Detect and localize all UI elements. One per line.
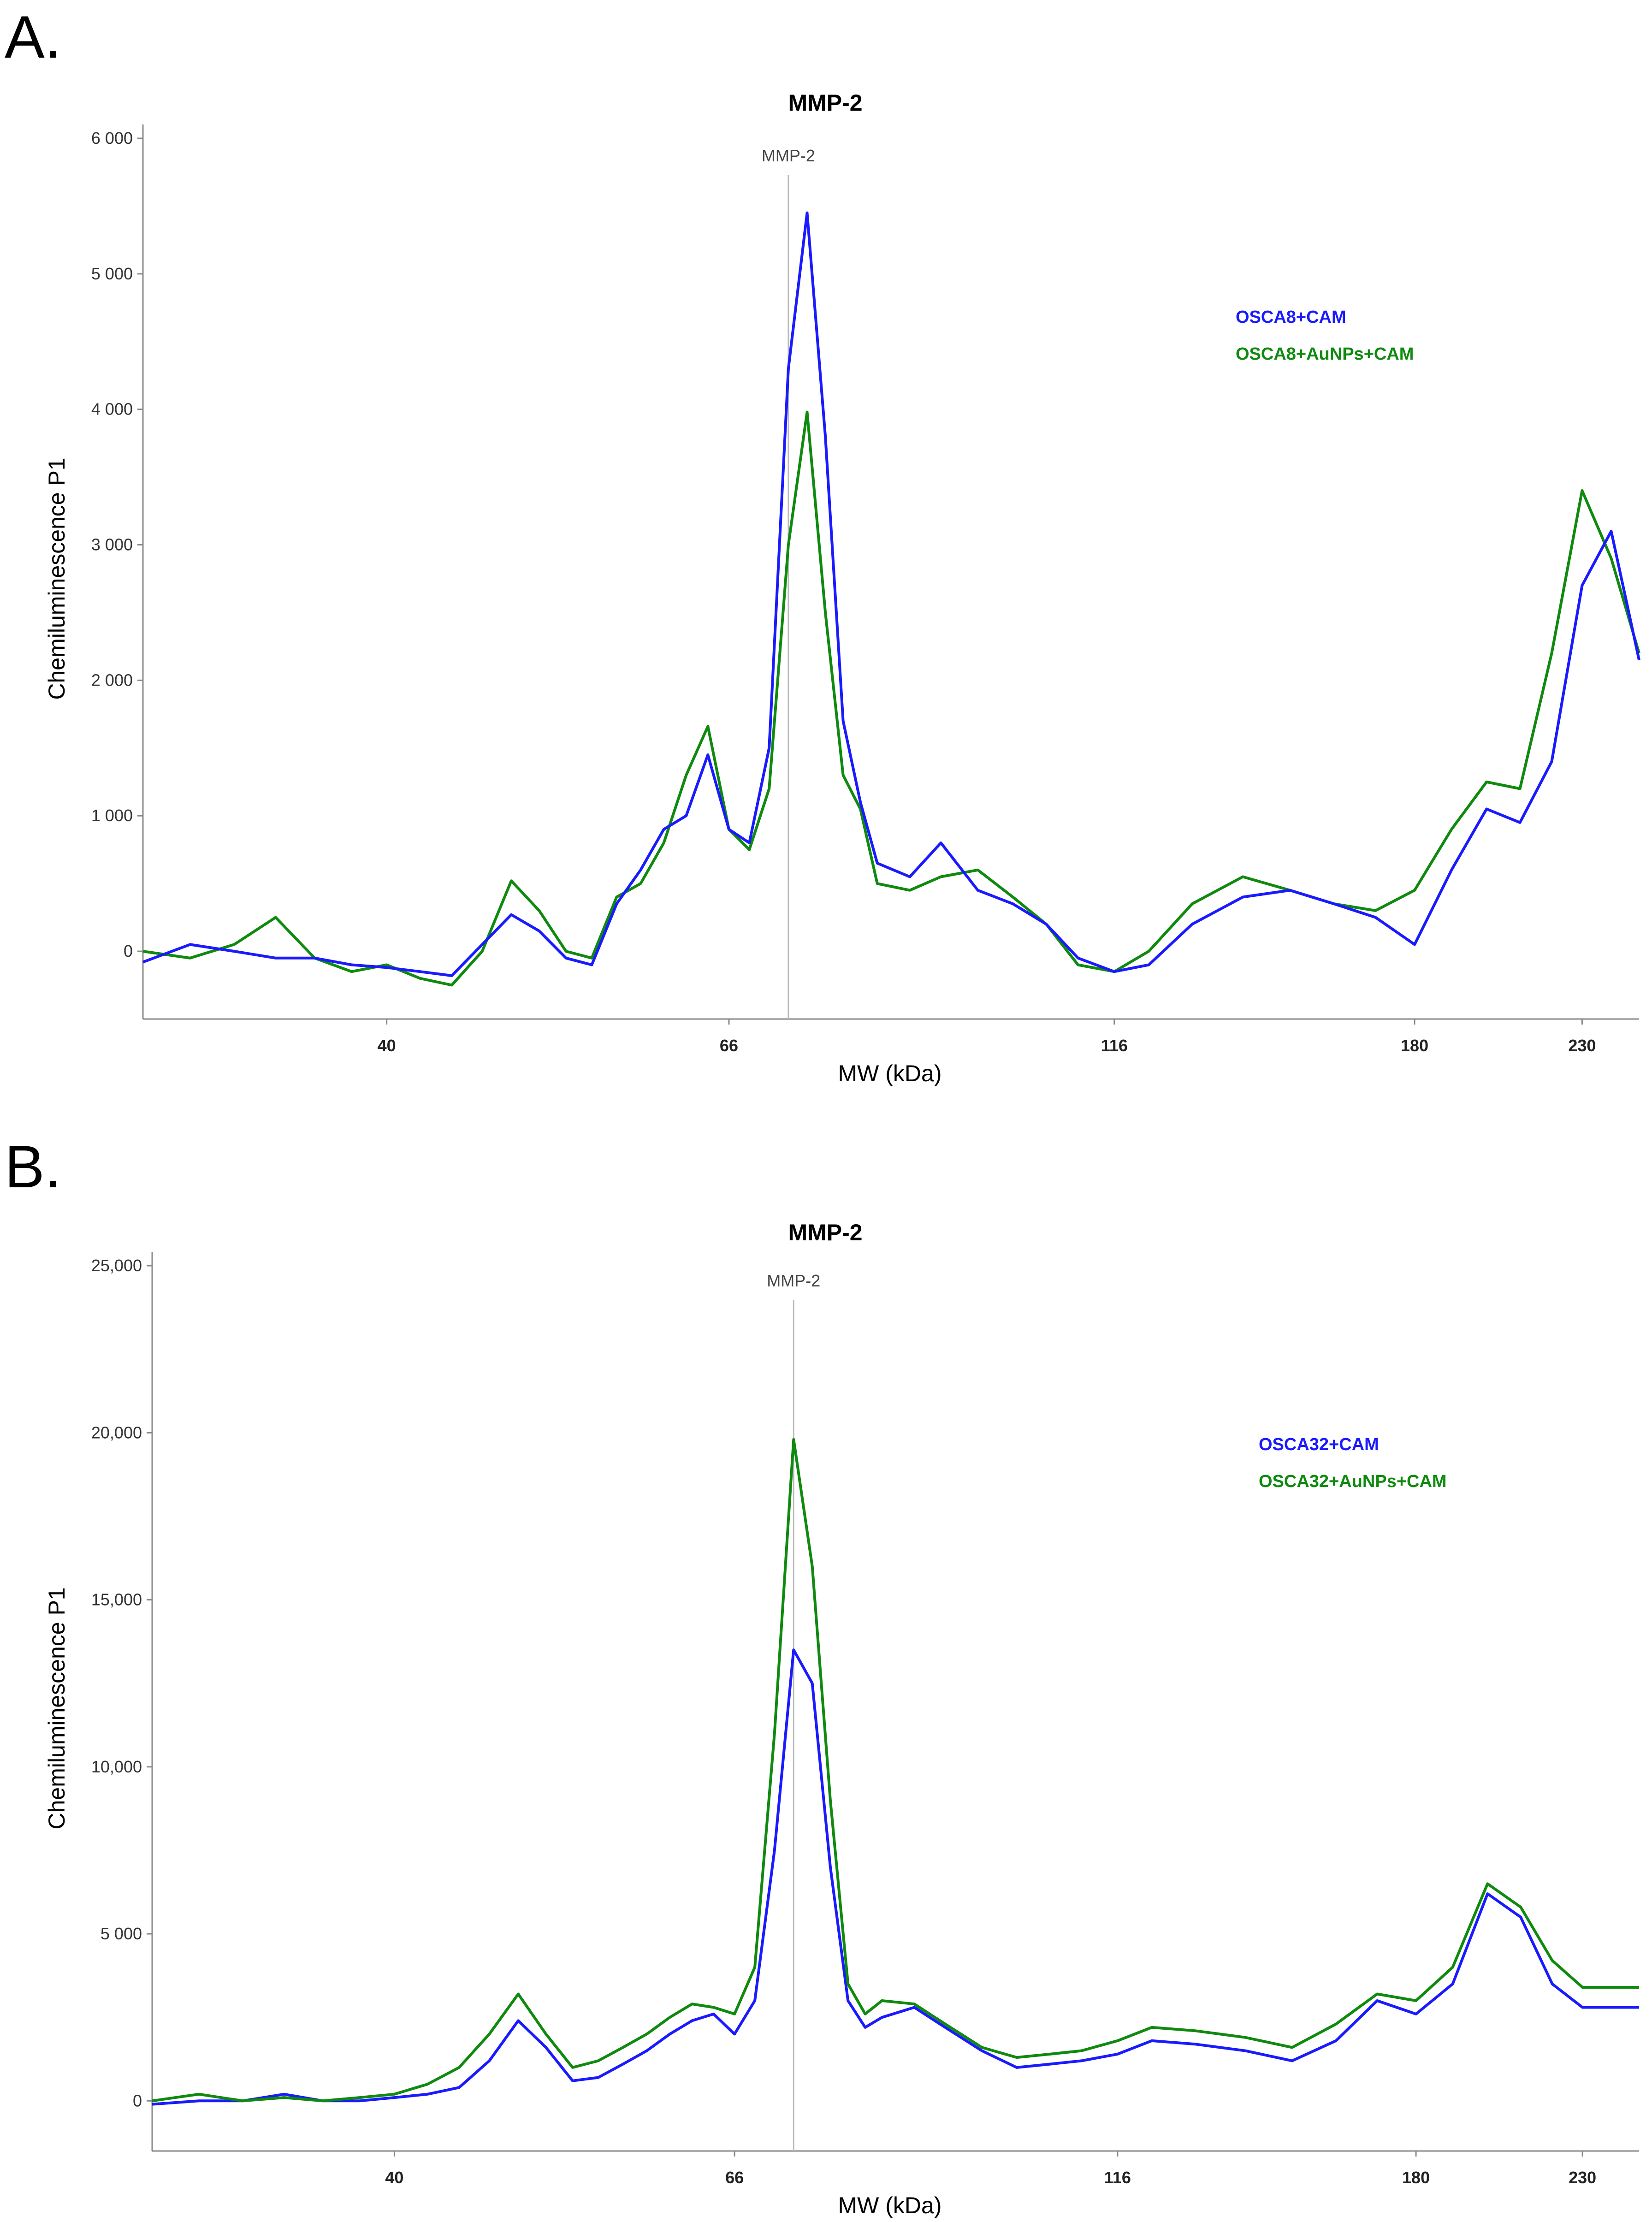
x-tick-label: 40 xyxy=(378,1036,396,1055)
x-axis-title: MW (kDa) xyxy=(838,1061,942,1086)
series-line-1 xyxy=(142,211,1640,977)
x-tick-label: 180 xyxy=(1401,1036,1428,1055)
y-tick-label: 20,000 xyxy=(91,1423,142,1442)
y-tick-label: 10,000 xyxy=(91,1757,142,1776)
panel-label: A. xyxy=(5,3,61,71)
x-tick-label: 116 xyxy=(1104,2168,1131,2187)
chart-panel-2: B. MMP-2 0 5 000 10,000 15,000 20,000 25,000 40 6… xyxy=(5,1133,1639,2218)
x-tick-label: 116 xyxy=(1101,1036,1128,1055)
y-axis-title: Chemiluminescence P1 xyxy=(44,1587,70,1829)
series-line-2 xyxy=(142,410,1640,987)
x-tick-label: 180 xyxy=(1402,2168,1430,2187)
legend-entry: OSCA8+CAM xyxy=(1236,308,1346,327)
y-tick-label: 4 000 xyxy=(91,400,133,419)
legend-entry: OSCA32+AuNPs+CAM xyxy=(1259,1472,1447,1491)
mmp2-marker-label: MMP-2 xyxy=(767,1271,820,1290)
y-tick-label: 5 000 xyxy=(101,1924,142,1943)
y-tick-label: 6 000 xyxy=(91,129,133,148)
panel-label: B. xyxy=(5,1133,61,1200)
x-axis-title: MW (kDa) xyxy=(838,2192,942,2218)
x-tick-label: 230 xyxy=(1568,1036,1596,1055)
y-tick-label: 25,000 xyxy=(91,1256,142,1275)
mmp2-marker-label: MMP-2 xyxy=(762,146,815,165)
legend-entry: OSCA8+AuNPs+CAM xyxy=(1236,344,1414,364)
y-tick-label: 3 000 xyxy=(91,535,133,554)
y-tick-label: 0 xyxy=(124,942,133,960)
chart-panel-1: A. MMP-2 0 1 000 2 000 3 000 4 000 5 000 6 000 40… xyxy=(5,3,1640,1086)
y-axis-title: Chemiluminescence P1 xyxy=(44,457,70,699)
x-tick-label: 230 xyxy=(1569,2168,1596,2187)
series-line-1 xyxy=(152,1648,1639,2106)
series-line-2 xyxy=(152,1438,1639,2103)
x-tick-label: 66 xyxy=(725,2168,744,2187)
chart-title: MMP-2 xyxy=(788,1220,862,1245)
y-tick-label: 1 000 xyxy=(91,806,133,825)
y-tick-label: 0 xyxy=(133,2091,142,2110)
y-tick-label: 15,000 xyxy=(91,1590,142,1609)
legend-entry: OSCA32+CAM xyxy=(1259,1435,1379,1454)
x-tick-label: 40 xyxy=(385,2168,403,2187)
y-tick-label: 2 000 xyxy=(91,670,133,689)
x-tick-label: 66 xyxy=(720,1036,738,1055)
chart-title: MMP-2 xyxy=(788,90,862,116)
y-tick-label: 5 000 xyxy=(91,264,133,283)
